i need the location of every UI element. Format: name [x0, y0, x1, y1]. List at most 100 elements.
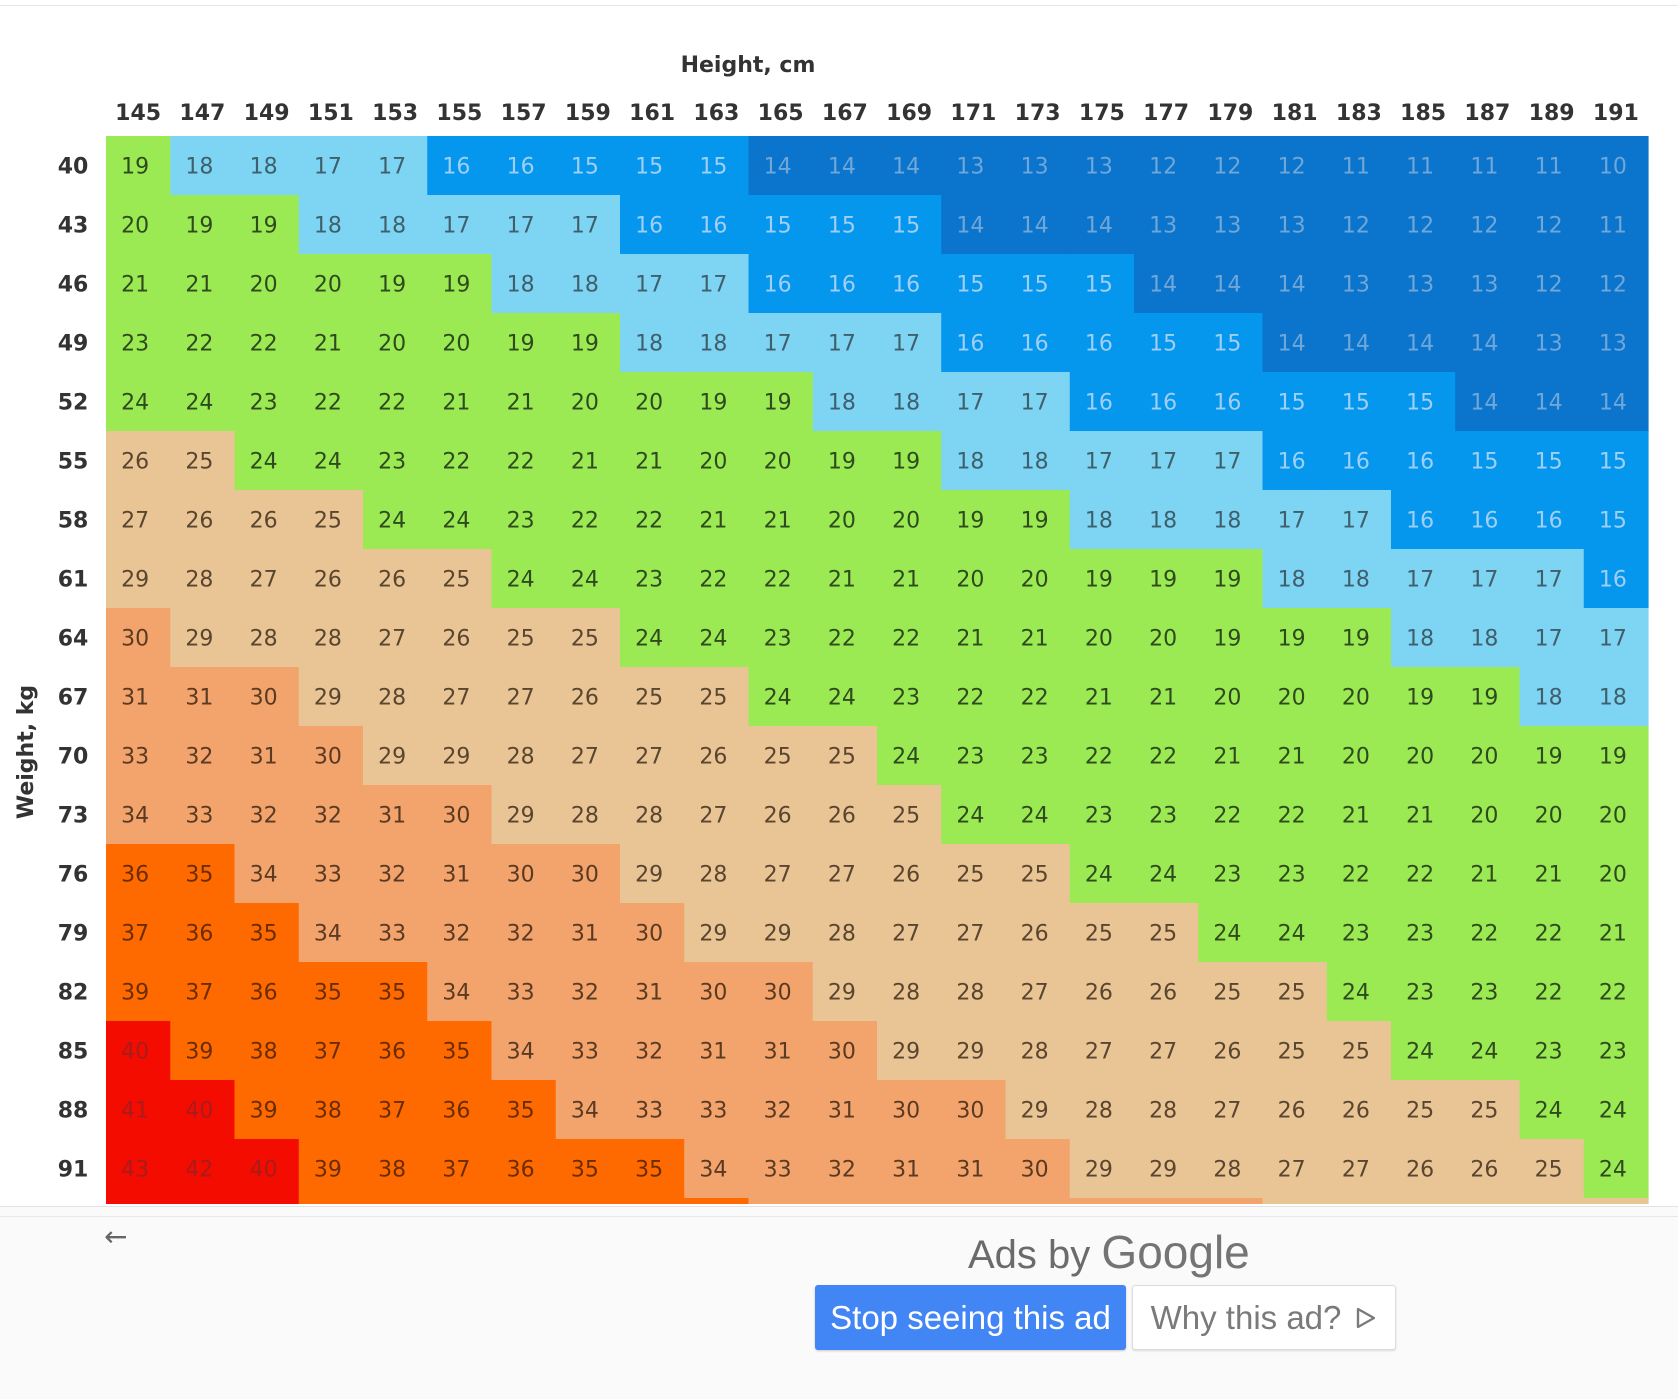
- heatmap-cell-value: 27: [892, 922, 920, 947]
- heatmap-cell-value: 20: [1342, 745, 1370, 770]
- heatmap-cell: [555, 844, 621, 904]
- heatmap-cell-value: 16: [956, 332, 984, 357]
- heatmap-cell: [684, 136, 750, 196]
- heatmap-cell-value: 18: [635, 332, 663, 357]
- heatmap-cell-value: 17: [571, 214, 599, 239]
- heatmap-cell: [555, 136, 621, 196]
- heatmap-cell-value: 33: [121, 745, 149, 770]
- heatmap-cell: [1134, 549, 1199, 609]
- x-tick-label: 171: [950, 101, 996, 126]
- heatmap-cell-value: 29: [828, 981, 856, 1006]
- heatmap-cell: [620, 254, 685, 314]
- heatmap-cell-value: 25: [635, 686, 663, 711]
- y-tick-label: 85: [58, 1040, 89, 1065]
- heatmap-cell-value: 20: [1470, 745, 1498, 770]
- heatmap-cell: [298, 785, 364, 845]
- heatmap-cell: [427, 903, 493, 963]
- heatmap-cell-value: 20: [571, 391, 599, 416]
- heatmap-cell-value: 12: [1535, 214, 1563, 239]
- heatmap-cell-value: 27: [507, 686, 535, 711]
- heatmap-cell-value: 17: [1342, 509, 1370, 534]
- heatmap-cell-value: 18: [378, 214, 406, 239]
- heatmap-cell-value: 24: [314, 450, 342, 475]
- heatmap-cell: [684, 667, 750, 727]
- heatmap-cell: [877, 490, 942, 550]
- heatmap-cell: [298, 726, 364, 786]
- heatmap-cell: [106, 254, 171, 314]
- heatmap-cell: [748, 667, 814, 727]
- heatmap-cell: [941, 254, 1007, 314]
- heatmap-cell: [170, 903, 236, 963]
- heatmap-cell: [620, 785, 685, 845]
- heatmap-cell: [684, 431, 750, 491]
- heatmap-cell: [106, 136, 171, 196]
- heatmap-cell-value: 12: [1278, 155, 1306, 180]
- y-tick-label: 73: [58, 804, 89, 829]
- heatmap-cell-value: 17: [699, 273, 727, 298]
- heatmap-cell: [812, 608, 878, 668]
- heatmap-cell-value: 14: [1085, 214, 1113, 239]
- heatmap-cell-partial: [106, 1198, 171, 1204]
- heatmap-cell: [491, 1021, 557, 1081]
- heatmap-cell-value: 22: [185, 332, 213, 357]
- heatmap-cell: [298, 1080, 364, 1140]
- heatmap-cell-value: 24: [828, 686, 856, 711]
- heatmap-cell-value: 21: [571, 450, 599, 475]
- why-this-ad-button[interactable]: Why this ad?: [1132, 1285, 1396, 1350]
- heatmap-cell-value: 15: [1406, 391, 1434, 416]
- heatmap-cell-value: 16: [1085, 332, 1113, 357]
- heatmap-cell: [1198, 785, 1264, 845]
- heatmap-cell-value: 28: [635, 804, 663, 829]
- x-tick-label: 187: [1464, 101, 1510, 126]
- heatmap-cell: [1455, 490, 1521, 550]
- heatmap-cell-value: 29: [442, 745, 470, 770]
- back-arrow-icon[interactable]: ←: [104, 1220, 128, 1253]
- heatmap-cell-value: 20: [1149, 627, 1177, 652]
- stop-seeing-ad-button[interactable]: Stop seeing this ad: [815, 1285, 1126, 1350]
- heatmap-cell: [812, 372, 878, 432]
- heatmap-cell: [1583, 785, 1649, 845]
- heatmap-cell: [298, 549, 364, 609]
- heatmap-cell: [1198, 844, 1264, 904]
- heatmap-cell-labels: 19 18 18 17 17 16 16 15 15 15 14 14 14 13 13 13 12 12 12 11…: [121, 155, 1627, 1183]
- heatmap-cell-value: 18: [1021, 450, 1049, 475]
- heatmap-cell-value: 17: [1278, 509, 1306, 534]
- heatmap-cell-value: 21: [635, 450, 663, 475]
- heatmap-cell-value: 19: [507, 332, 535, 357]
- heatmap-cell: [684, 372, 750, 432]
- heatmap-cell: [1455, 1139, 1521, 1199]
- heatmap-cell: [812, 195, 878, 255]
- heatmap-cell: [1455, 844, 1521, 904]
- heatmap-cell-value: 31: [635, 981, 663, 1006]
- heatmap-cell: [620, 195, 685, 255]
- heatmap-cell-value: 23: [1021, 745, 1049, 770]
- heatmap-cell-value: 25: [1021, 863, 1049, 888]
- heatmap-cell: [1326, 903, 1392, 963]
- heatmap-cell-partial: [363, 1198, 428, 1204]
- heatmap-cell: [1262, 1021, 1328, 1081]
- heatmap-cell: [298, 903, 364, 963]
- heatmap-cell-value: 32: [378, 863, 406, 888]
- heatmap-cell: [1519, 549, 1585, 609]
- heatmap-cell: [877, 1021, 942, 1081]
- heatmap-cell: [427, 313, 493, 373]
- heatmap-cell: [1583, 726, 1649, 786]
- heatmap-cell-partial: [812, 1198, 878, 1204]
- heatmap-cell: [427, 490, 493, 550]
- heatmap-cell: [1455, 667, 1521, 727]
- heatmap-cell: [941, 431, 1007, 491]
- heatmap-cell: [1069, 1021, 1135, 1081]
- heatmap-cell-value: 17: [1535, 568, 1563, 593]
- heatmap-cell: [555, 1021, 621, 1081]
- heatmap-cell: [941, 549, 1007, 609]
- heatmap-cell-value: 27: [1085, 1040, 1113, 1065]
- heatmap-cell: [1583, 608, 1649, 668]
- heatmap-cell-value: 13: [1535, 332, 1563, 357]
- heatmap-cell-value: 14: [892, 155, 920, 180]
- heatmap-cell: [1262, 372, 1328, 432]
- heatmap-cell-value: 27: [571, 745, 599, 770]
- heatmap-cell-value: 25: [892, 804, 920, 829]
- heatmap-cell-value: 22: [507, 450, 535, 475]
- heatmap-cell-value: 19: [699, 391, 727, 416]
- heatmap-cell-value: 21: [121, 273, 149, 298]
